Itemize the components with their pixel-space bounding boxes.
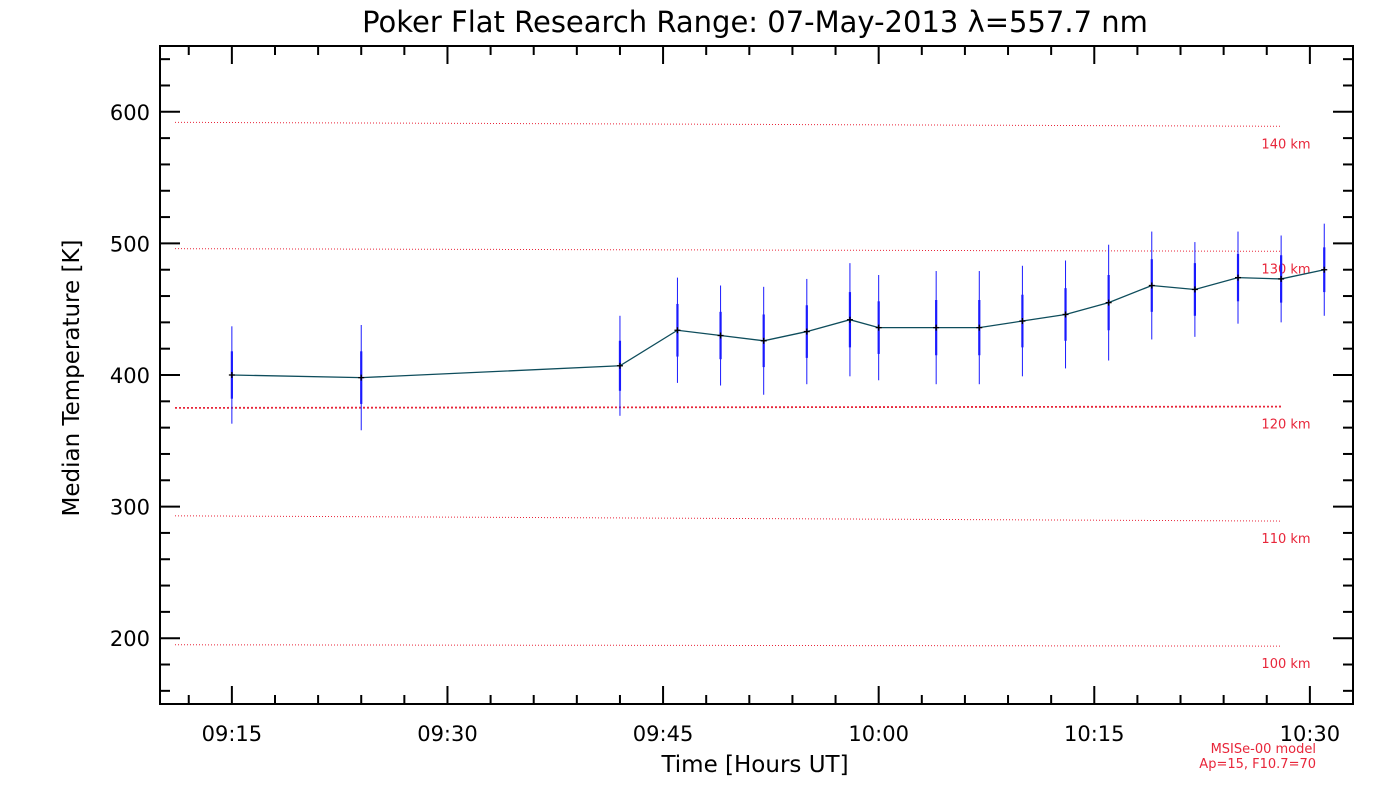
y-tick-label-1: 300 — [110, 496, 150, 520]
model-annotation: MSISe-00 model — [1211, 742, 1316, 757]
data-series — [228, 223, 1328, 431]
x-tick-label-5: 10:30 — [1280, 722, 1341, 746]
reference-label-4: 100 km — [1261, 657, 1310, 672]
axes: 09:15 09:30 09:45 10:00 10:15 10:30 200 300 400 5… — [110, 46, 1354, 746]
reference-lines: 140 km 130 km 120 km 110 km 100 km — [174, 121, 1311, 672]
y-tick-label-2: 400 — [110, 364, 150, 388]
x-tick-label-0: 09:15 — [202, 722, 263, 746]
x-tick-label-4: 10:15 — [1064, 722, 1125, 746]
reference-line-1 — [174, 248, 1282, 252]
reference-line-4 — [174, 644, 1282, 647]
x-axis-label: Time [Hours UT] — [660, 752, 848, 778]
reference-line-3 — [174, 515, 1282, 522]
y-axis-label: Median Temperature [K] — [59, 240, 85, 517]
reference-line-2 — [174, 405, 1282, 409]
plot-frame — [159, 45, 1354, 705]
reference-label-3: 110 km — [1261, 532, 1310, 547]
reference-label-0: 140 km — [1261, 137, 1310, 152]
y-tick-label-4: 600 — [110, 101, 150, 125]
x-tick-label-1: 09:30 — [417, 722, 478, 746]
series-line-0 — [231, 269, 1325, 379]
y-tick-label-3: 500 — [110, 232, 150, 256]
x-tick-label-2: 09:45 — [633, 722, 694, 746]
y-tick-label-0: 200 — [110, 627, 150, 651]
reference-label-2: 120 km — [1261, 418, 1310, 433]
parameters-annotation: Ap=15, F10.7=70 — [1199, 757, 1316, 772]
reference-label-1: 130 km — [1261, 262, 1310, 277]
reference-line-0 — [174, 121, 1282, 127]
x-tick-label-3: 10:00 — [848, 722, 909, 746]
chart-title: Poker Flat Research Range: 07-May-2013 λ… — [362, 5, 1148, 39]
